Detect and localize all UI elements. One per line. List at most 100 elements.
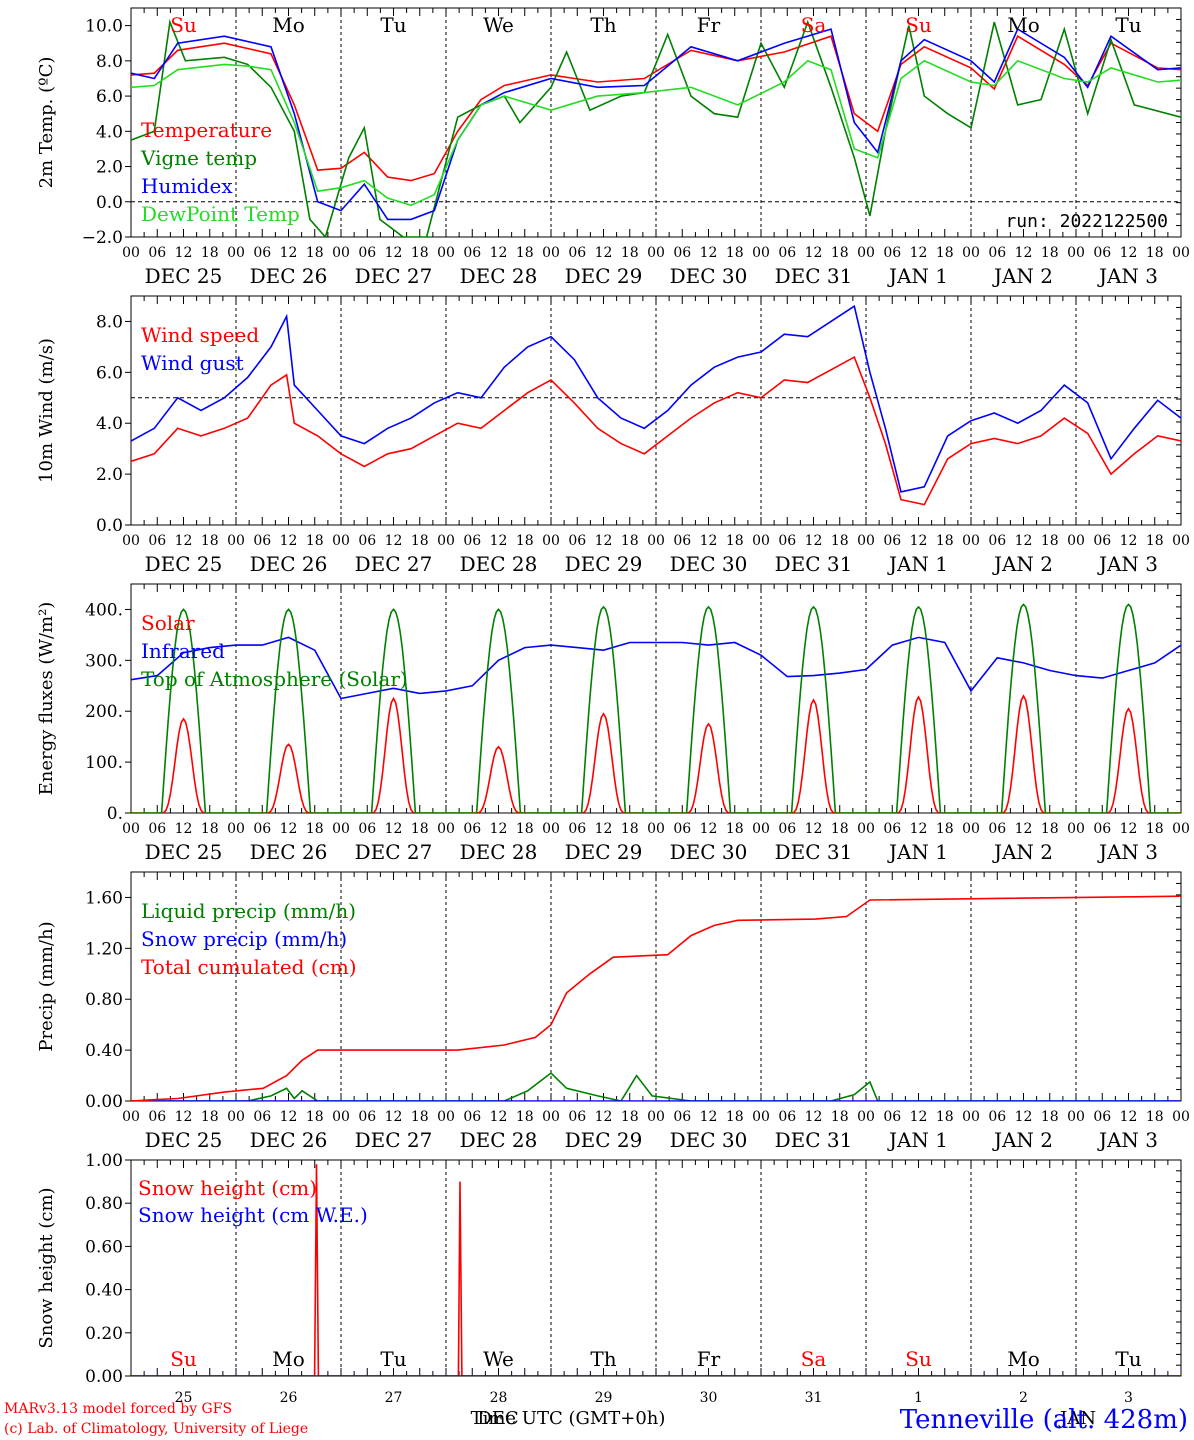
date-tick-label: DEC 28 bbox=[460, 1128, 538, 1152]
hour-tick-label: 06 bbox=[148, 1109, 166, 1125]
hour-tick-label: 18 bbox=[201, 533, 219, 549]
day-name-label: Tu bbox=[380, 1347, 406, 1371]
hour-tick-label: 06 bbox=[568, 821, 586, 837]
hour-tick-label: 18 bbox=[726, 821, 744, 837]
series-top-of-atmosphere-solar- bbox=[131, 603, 1181, 813]
hour-tick-label: 12 bbox=[385, 821, 403, 837]
date-tick-label: DEC 26 bbox=[250, 552, 328, 576]
y-tick-label: −2.0 bbox=[82, 228, 123, 248]
hour-tick-label: 00 bbox=[1172, 821, 1190, 837]
y-tick-label: 0.60 bbox=[85, 1237, 123, 1257]
hour-tick-label: 06 bbox=[568, 245, 586, 261]
hour-tick-label: 06 bbox=[883, 533, 901, 549]
series-solar bbox=[131, 694, 1181, 813]
date-tick-label: DEC 28 bbox=[460, 840, 538, 864]
hour-tick-label: 12 bbox=[910, 1109, 928, 1125]
x-axis-month-jan: JAN bbox=[1058, 1408, 1096, 1429]
hour-tick-label: 18 bbox=[1146, 245, 1164, 261]
hour-tick-label: 00 bbox=[857, 533, 875, 549]
hour-tick-label: 06 bbox=[463, 533, 481, 549]
hour-tick-label: 12 bbox=[700, 533, 718, 549]
hour-tick-label: 06 bbox=[358, 1109, 376, 1125]
hour-tick-label: 06 bbox=[988, 533, 1006, 549]
date-tick-label: DEC 25 bbox=[145, 840, 223, 864]
hour-tick-label: 18 bbox=[621, 533, 639, 549]
hour-tick-label: 18 bbox=[831, 1109, 849, 1125]
date-tick-label: DEC 27 bbox=[355, 552, 433, 576]
hour-tick-label: 12 bbox=[175, 1109, 193, 1125]
hour-tick-label: 06 bbox=[463, 245, 481, 261]
hour-tick-label: 00 bbox=[1067, 1109, 1085, 1125]
day-name-label: Tu bbox=[1115, 13, 1141, 37]
panel-2: 8.0 6.0 4.0 2.0 0.0 10m Wind (m/s) Wind speed W… bbox=[36, 295, 1190, 576]
day-number-label: 25 bbox=[175, 1390, 193, 1406]
legend-entry: Total cumulated (cm) bbox=[141, 955, 357, 979]
legend-entry: DewPoint Temp bbox=[141, 202, 300, 226]
day-name-label: Sa bbox=[801, 13, 827, 37]
hour-tick-label: 00 bbox=[962, 533, 980, 549]
date-tick-label: DEC 26 bbox=[250, 264, 328, 288]
hour-tick-label: 00 bbox=[542, 821, 560, 837]
hour-tick-label: 00 bbox=[962, 821, 980, 837]
hour-tick-label: 00 bbox=[647, 245, 665, 261]
y-axis-label: 10m Wind (m/s) bbox=[36, 338, 57, 483]
hour-tick-label: 06 bbox=[883, 245, 901, 261]
panel-1: 10.0 8.0 6.0 4.0 2.0 0.0 −2.0 2m Temp. (ºC) Temp… bbox=[36, 7, 1190, 288]
y-tick-label: 10.0 bbox=[85, 17, 123, 37]
series-group bbox=[131, 304, 1181, 506]
hour-tick-label: 00 bbox=[542, 533, 560, 549]
y-tick-label: 0.20 bbox=[85, 1324, 123, 1344]
legend-entry: Wind speed bbox=[141, 323, 259, 347]
panel-4: 1.60 1.20 0.80 0.40 0.00 Precip (mm/h) Liquid … bbox=[36, 871, 1190, 1152]
day-number-label: 26 bbox=[280, 1390, 298, 1406]
station-title: Tenneville (alt. 428m) bbox=[900, 1405, 1188, 1435]
y-tick-label: 100. bbox=[85, 753, 123, 773]
y-tick-label: 1.00 bbox=[85, 1151, 123, 1171]
hour-tick-label: 18 bbox=[1146, 533, 1164, 549]
date-tick-label: DEC 25 bbox=[145, 1128, 223, 1152]
y-tick-label: 300. bbox=[85, 651, 123, 671]
legend-entry: Snow height (cm W.E.) bbox=[138, 1203, 368, 1227]
day-number-label: 29 bbox=[595, 1390, 613, 1406]
day-number-label: 27 bbox=[385, 1390, 403, 1406]
hour-tick-label: 12 bbox=[280, 1109, 298, 1125]
hour-tick-label: 00 bbox=[437, 245, 455, 261]
y-axis-label: Precip (mm/h) bbox=[36, 921, 57, 1051]
hour-tick-label: 12 bbox=[805, 533, 823, 549]
y-tick-label: 0.40 bbox=[85, 1281, 123, 1301]
hour-tick-label: 00 bbox=[542, 1109, 560, 1125]
hour-tick-label: 12 bbox=[490, 245, 508, 261]
hour-tick-label: 12 bbox=[175, 533, 193, 549]
date-tick-label: DEC 30 bbox=[670, 1128, 748, 1152]
hour-tick-label: 18 bbox=[726, 1109, 744, 1125]
hour-tick-label: 00 bbox=[1067, 821, 1085, 837]
hour-tick-label: 12 bbox=[700, 821, 718, 837]
day-name-label: We bbox=[483, 1347, 514, 1371]
day-name-label: Su bbox=[905, 1347, 932, 1371]
date-tick-label: JAN 1 bbox=[887, 1128, 948, 1152]
panel-3: 400. 300. 200. 100. 0. Energy fluxes (W/m²) So… bbox=[36, 583, 1190, 864]
day-name-label: Mo bbox=[272, 13, 305, 37]
hour-tick-label: 12 bbox=[1120, 821, 1138, 837]
footer-lab-credit: (c) Lab. of Climatology, University of L… bbox=[4, 1421, 308, 1437]
hour-tick-label: 12 bbox=[805, 821, 823, 837]
hour-tick-label: 18 bbox=[726, 533, 744, 549]
legend-entry: Snow height (cm) bbox=[138, 1176, 317, 1200]
y-tick-label: 1.20 bbox=[85, 939, 123, 959]
hour-tick-label: 06 bbox=[988, 245, 1006, 261]
hour-tick-label: 00 bbox=[1172, 245, 1190, 261]
plot-panels: 10.08.06.04.02.00.0−2.02m Temp. (ºC) Temp… bbox=[36, 7, 1190, 1406]
hour-tick-label: 12 bbox=[1120, 1109, 1138, 1125]
date-tick-label: DEC 27 bbox=[355, 1128, 433, 1152]
date-tick-label: DEC 30 bbox=[670, 264, 748, 288]
date-tick-label: DEC 27 bbox=[355, 264, 433, 288]
hour-tick-label: 06 bbox=[568, 533, 586, 549]
hour-tick-label: 06 bbox=[883, 1109, 901, 1125]
hour-tick-label: 18 bbox=[621, 821, 639, 837]
hour-tick-label: 06 bbox=[253, 821, 271, 837]
hour-tick-label: 18 bbox=[411, 245, 429, 261]
hour-tick-label: 12 bbox=[595, 245, 613, 261]
series-group bbox=[131, 1164, 1181, 1376]
hour-tick-label: 18 bbox=[516, 245, 534, 261]
hour-tick-label: 12 bbox=[1015, 533, 1033, 549]
